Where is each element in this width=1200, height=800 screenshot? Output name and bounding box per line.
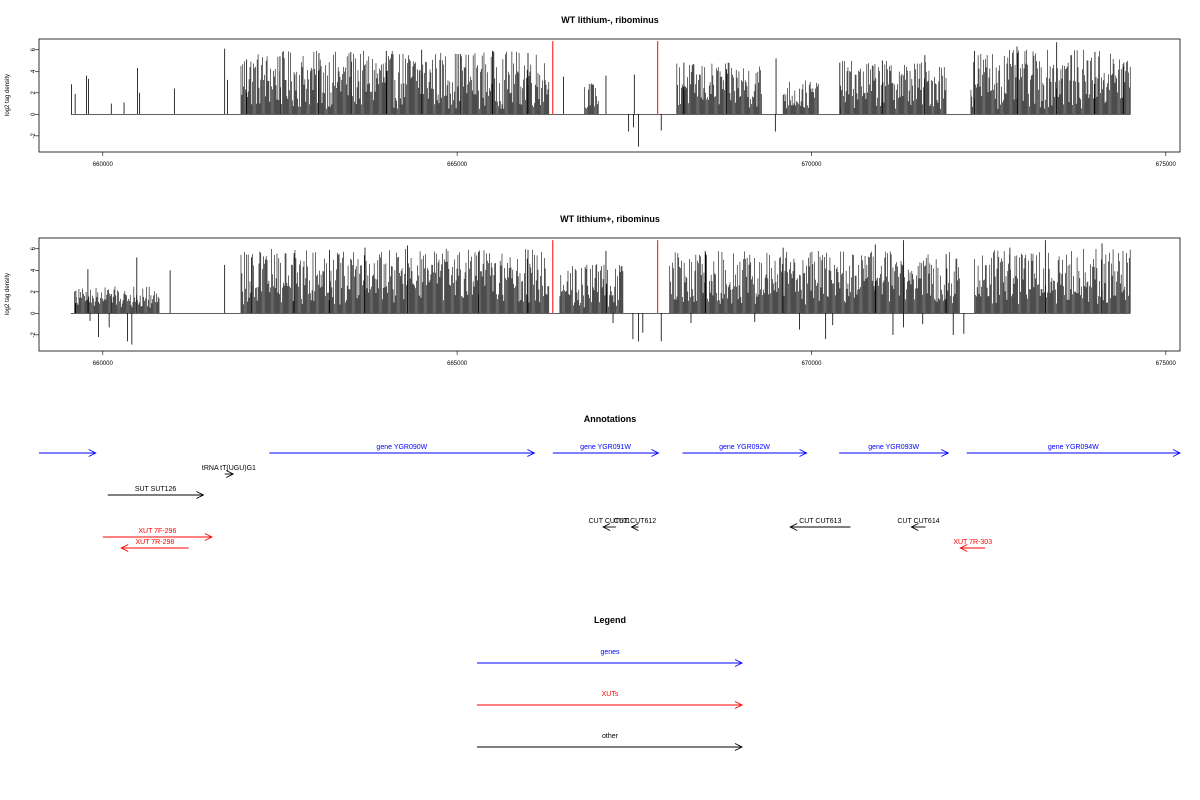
annotation-label: gene YGR091W bbox=[580, 444, 631, 451]
y-tick-label: 0 bbox=[31, 311, 37, 315]
annotation-label: CUT CUT612 bbox=[614, 518, 656, 525]
legend-label: other bbox=[602, 733, 619, 740]
y-axis-label: log2 tag density bbox=[5, 74, 11, 116]
density-texture bbox=[74, 248, 1131, 314]
annotation-arrow bbox=[269, 449, 536, 457]
annotation-label: CUT CUT614 bbox=[897, 518, 939, 525]
annotation-arrow bbox=[39, 449, 97, 457]
y-axis-ticks: 6 4 2 0 -2 bbox=[31, 47, 39, 139]
plot-frame bbox=[38, 237, 1181, 352]
annotation-label: XUT 7R-298 bbox=[135, 539, 174, 546]
legend-arrow bbox=[477, 743, 744, 751]
y-tick-label: 0 bbox=[31, 112, 37, 116]
annotation-features: gene YGR090W gene YGR091W gene YGR092W gene… bbox=[39, 444, 1182, 552]
x-tick-label: 670000 bbox=[801, 162, 822, 168]
annotation-arrow bbox=[102, 533, 213, 541]
annotation-arrow bbox=[120, 544, 189, 552]
annotation-label: XUT 7R-303 bbox=[953, 539, 992, 546]
legend-items: genes XUTs other bbox=[477, 649, 744, 751]
legend-arrow bbox=[477, 701, 744, 709]
annotation-arrow bbox=[959, 544, 986, 552]
panel-title: WT lithium+, ribominus bbox=[560, 214, 660, 224]
legend-label: XUTs bbox=[602, 691, 619, 698]
y-tick-label: 4 bbox=[31, 69, 37, 73]
x-axis-ticks: 660000 665000 670000 675000 bbox=[93, 351, 1177, 367]
y-tick-label: 6 bbox=[31, 246, 37, 250]
x-tick-label: 665000 bbox=[447, 162, 468, 168]
plot-frame bbox=[38, 38, 1181, 153]
legend-panel: Legend genes XUTs other bbox=[477, 615, 744, 751]
density-texture bbox=[240, 49, 1131, 115]
y-tick-label: 4 bbox=[31, 268, 37, 272]
y-tick-label: 6 bbox=[31, 47, 37, 51]
x-tick-label: 675000 bbox=[1156, 361, 1177, 367]
plot-marks bbox=[70, 41, 1131, 147]
annotation-arrow bbox=[839, 449, 950, 457]
annotation-label: tRNA tT(UGU)G1 bbox=[202, 465, 256, 472]
annotation-arrow bbox=[107, 491, 205, 499]
legend-label: genes bbox=[600, 649, 620, 656]
legend-arrow bbox=[477, 659, 744, 667]
y-tick-label: -2 bbox=[31, 332, 37, 338]
x-tick-label: 660000 bbox=[93, 361, 114, 367]
y-axis-label-text: log2 tag density bbox=[5, 273, 11, 315]
annotation-arrow bbox=[682, 449, 808, 457]
y-axis-ticks: 6 4 2 0 -2 bbox=[31, 246, 39, 338]
annotation-arrow bbox=[224, 470, 235, 478]
annotation-label: gene YGR092W bbox=[719, 444, 770, 451]
annotations-panel: Annotations gene YGR090W gene YGR091W gene… bbox=[39, 414, 1182, 552]
annotation-label: XUT 7F-296 bbox=[138, 528, 176, 535]
annotation-label: gene YGR094W bbox=[1048, 444, 1099, 451]
annotation-label: SUT SUT126 bbox=[135, 486, 177, 493]
annotation-arrow bbox=[910, 523, 926, 531]
y-axis-label-text: log2 tag density bbox=[5, 74, 11, 116]
annotation-arrow bbox=[552, 449, 660, 457]
panel-title: WT lithium-, ribominus bbox=[561, 15, 659, 25]
x-axis-ticks: 660000 665000 670000 675000 bbox=[93, 152, 1177, 168]
annotation-label: gene YGR090W bbox=[376, 444, 427, 451]
annotation-arrow bbox=[966, 449, 1182, 457]
y-tick-label: 2 bbox=[31, 90, 37, 94]
annotation-label: CUT CUT613 bbox=[799, 518, 841, 525]
x-tick-label: 675000 bbox=[1156, 162, 1177, 168]
annotation-label: gene YGR093W bbox=[868, 444, 919, 451]
track-panel-lithium-plus: WT lithium+, ribominus log2 tag density … bbox=[5, 214, 1181, 367]
y-axis-label: log2 tag density bbox=[5, 273, 11, 315]
x-tick-label: 670000 bbox=[801, 361, 822, 367]
legend-title: Legend bbox=[594, 615, 626, 625]
annotation-label: CUT CUT611 bbox=[589, 518, 631, 525]
x-tick-label: 660000 bbox=[93, 162, 114, 168]
annotation-arrow bbox=[789, 523, 851, 531]
y-tick-label: 2 bbox=[31, 289, 37, 293]
annotation-arrow bbox=[630, 523, 639, 531]
annotation-arrow bbox=[602, 523, 616, 531]
track-panel-lithium-minus: WT lithium-, ribominus log2 tag density … bbox=[5, 15, 1181, 168]
plot-marks bbox=[70, 240, 1131, 345]
x-tick-label: 665000 bbox=[447, 361, 468, 367]
annotations-title: Annotations bbox=[584, 414, 637, 424]
y-tick-label: -2 bbox=[31, 133, 37, 139]
